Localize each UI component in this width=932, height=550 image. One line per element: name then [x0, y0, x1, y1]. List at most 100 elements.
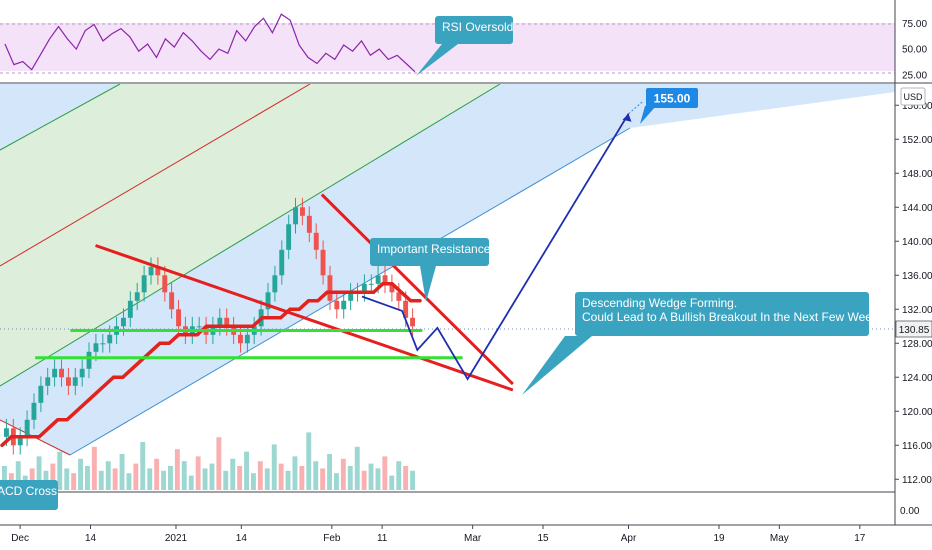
candle-body — [31, 402, 37, 420]
volume-bar — [216, 437, 222, 490]
time-tick-label: 14 — [236, 533, 248, 544]
volume-bar — [161, 470, 166, 490]
candle-body — [368, 283, 374, 285]
target-tail — [640, 106, 656, 124]
volume-bar — [292, 456, 298, 490]
candle-body — [300, 207, 305, 216]
macd-tick-label: 0.00 — [900, 506, 920, 517]
volume-bar — [57, 451, 63, 490]
volume-bar — [202, 468, 208, 490]
volume-bar — [105, 461, 111, 490]
channel-lower-fill — [0, 84, 895, 455]
volume-bar — [126, 473, 132, 490]
volume-bar — [223, 470, 229, 490]
rsi-tick-label: 75.00 — [902, 19, 927, 30]
candle-body — [196, 326, 202, 328]
wedge-callout: Descending Wedge Forming.Could Lead to A… — [522, 292, 887, 395]
volume-bar — [389, 475, 395, 490]
moving-average-line — [0, 282, 422, 448]
price-tick-label: 116.00 — [902, 441, 932, 452]
candle-body — [403, 300, 409, 318]
price-tick-label: 144.00 — [902, 203, 932, 214]
candle-body — [24, 419, 30, 437]
ma-series — [0, 282, 422, 448]
volume-bar — [375, 468, 381, 490]
channel-line-median — [0, 84, 311, 267]
target-text: 155.00 — [654, 92, 691, 106]
candle-body — [334, 300, 340, 310]
candle-body — [148, 266, 154, 276]
resistance-callout: Important Resistance — [370, 238, 491, 302]
target-price-label: 155.00 — [640, 88, 698, 124]
volume-bar — [368, 463, 374, 490]
time-axis[interactable]: Dec 14 2021 14 Feb 11 Mar 15 Apr 19 May 17 — [11, 525, 866, 544]
price-axis[interactable]: 156.00 152.00 148.00 144.00 140.00 136.00 132.… — [895, 101, 932, 486]
volume-bar — [181, 461, 187, 490]
time-tick-label: 17 — [854, 533, 866, 544]
candle-body — [279, 249, 285, 276]
channel-line-top — [0, 84, 121, 151]
price-tick-label: 152.00 — [902, 135, 932, 146]
rsi-callout-box — [435, 16, 513, 44]
volume-bar — [327, 454, 332, 490]
time-tick-label: 11 — [377, 533, 388, 544]
volume-bar — [112, 468, 118, 490]
rsi-line — [4, 13, 416, 73]
volume-bar — [244, 451, 249, 490]
volume-bar — [85, 466, 90, 490]
volume-bar — [320, 468, 326, 490]
volume-bar — [78, 458, 83, 490]
volume-bar — [257, 461, 263, 490]
candle-body — [320, 249, 326, 276]
volume-bar — [2, 466, 7, 490]
volume-bar — [174, 449, 180, 490]
volume-bar — [340, 458, 346, 490]
volume-bar — [64, 468, 70, 490]
channel-line-mid — [0, 84, 501, 387]
candle-body — [341, 300, 347, 310]
candle-body — [389, 283, 395, 293]
candle-body — [382, 275, 388, 284]
rsi-callout-tail — [416, 44, 458, 76]
projection-arrowhead — [622, 113, 632, 122]
rsi-tick-label: 25.00 — [902, 70, 927, 81]
candle-body — [410, 317, 415, 327]
candle-body — [176, 309, 181, 327]
candle-body — [265, 292, 271, 310]
price-tick-label: 132.00 — [902, 305, 932, 316]
candle-body — [306, 215, 312, 233]
volume-bar — [334, 473, 339, 490]
volume-bar — [119, 454, 125, 490]
candle-body — [59, 368, 64, 378]
volume-bar — [313, 461, 319, 490]
price-tick-label: 136.00 — [902, 271, 932, 282]
volume-bar — [168, 466, 173, 490]
volume-bar — [91, 446, 97, 490]
price-tick-label: 120.00 — [902, 407, 932, 418]
macd-callout-text: MACD Cross — [0, 484, 57, 498]
macd-callout: MACD Cross — [0, 480, 58, 510]
currency-box[interactable]: USD — [900, 87, 926, 106]
candle-body — [141, 275, 147, 293]
time-tick-label: May — [770, 533, 789, 544]
time-tick-label: Dec — [11, 533, 29, 544]
resistance-callout-text: Important Resistance — [377, 242, 491, 256]
volume-bar — [271, 444, 277, 490]
volume-bar — [154, 458, 160, 490]
rsi-axis[interactable]: 75.00 50.00 25.00 — [902, 19, 927, 81]
volume-bar — [230, 458, 236, 490]
volume-bar — [361, 470, 367, 490]
candle-body — [348, 292, 354, 301]
volume-bar — [285, 470, 291, 490]
volume-bar — [354, 446, 360, 490]
time-tick-label: 19 — [713, 533, 725, 544]
volume-bar — [15, 461, 21, 490]
rsi-callout: RSI Oversold — [416, 16, 513, 76]
candle-body — [127, 300, 133, 318]
price-tick-label: 148.00 — [902, 169, 932, 180]
resistance-callout-tail — [420, 266, 436, 302]
time-tick-label: Feb — [323, 533, 341, 544]
last-price-label: 130.85 — [899, 325, 930, 336]
candle-body — [293, 207, 298, 225]
